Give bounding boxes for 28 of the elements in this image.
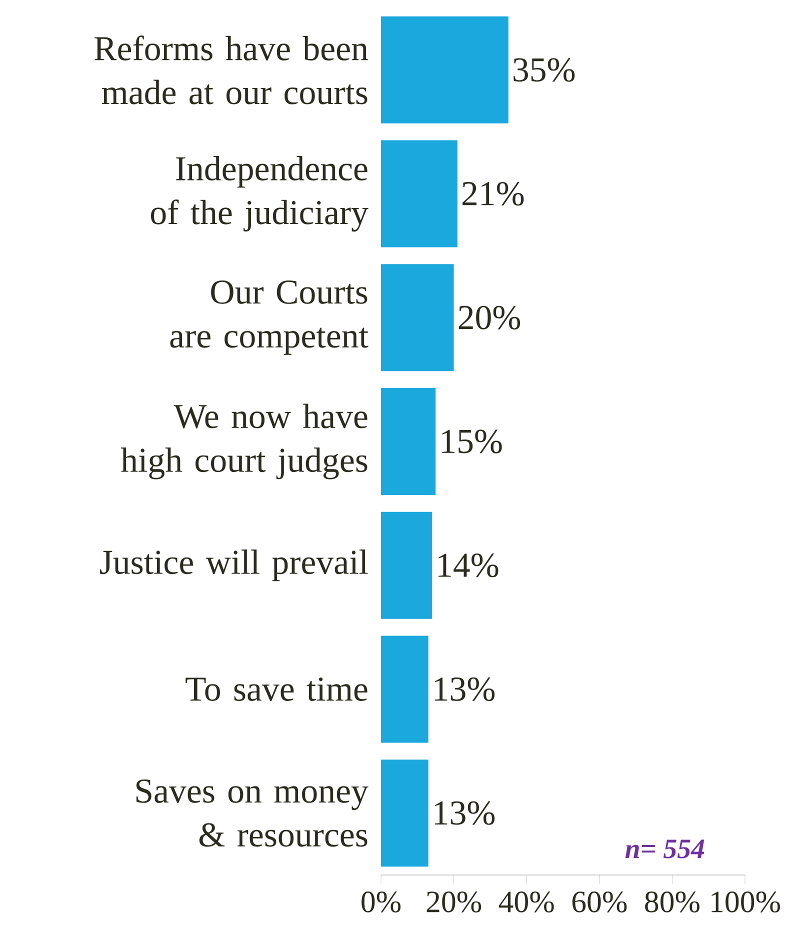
y-tick-label: We now have high court judges <box>120 404 368 480</box>
y-tick-label: Reforms have been made at our courts <box>94 36 368 104</box>
x-tick-label: 100% <box>712 892 780 912</box>
data-label: 13% <box>434 677 495 702</box>
bar <box>381 16 508 124</box>
data-label: 35% <box>514 58 575 82</box>
data-label: 14% <box>438 554 498 578</box>
y-tick-label: To save time <box>186 678 368 701</box>
y-tick-label: Independence of the judiciary <box>150 156 368 232</box>
y-tick-label: Our Courts are competent <box>170 280 368 355</box>
bar <box>381 512 432 619</box>
x-tick-label: 80% <box>645 892 700 912</box>
x-tick-label: 20% <box>426 892 482 912</box>
data-label: 13% <box>434 801 495 825</box>
y-tick-label: Justice will prevail <box>100 550 368 582</box>
data-label: 15% <box>442 430 502 454</box>
annotation: n= 554 <box>625 840 704 858</box>
x-tick-label: 60% <box>572 892 627 912</box>
bar <box>381 388 436 496</box>
bar <box>381 264 454 372</box>
bar <box>381 760 428 867</box>
bar <box>381 636 428 743</box>
x-tick-label: 40% <box>498 892 554 912</box>
data-label: 20% <box>458 306 520 330</box>
bar <box>381 140 458 248</box>
data-label: 21% <box>462 182 524 206</box>
x-tick-label: 0% <box>362 892 401 912</box>
y-tick-label: Saves on money & resources <box>136 779 368 847</box>
